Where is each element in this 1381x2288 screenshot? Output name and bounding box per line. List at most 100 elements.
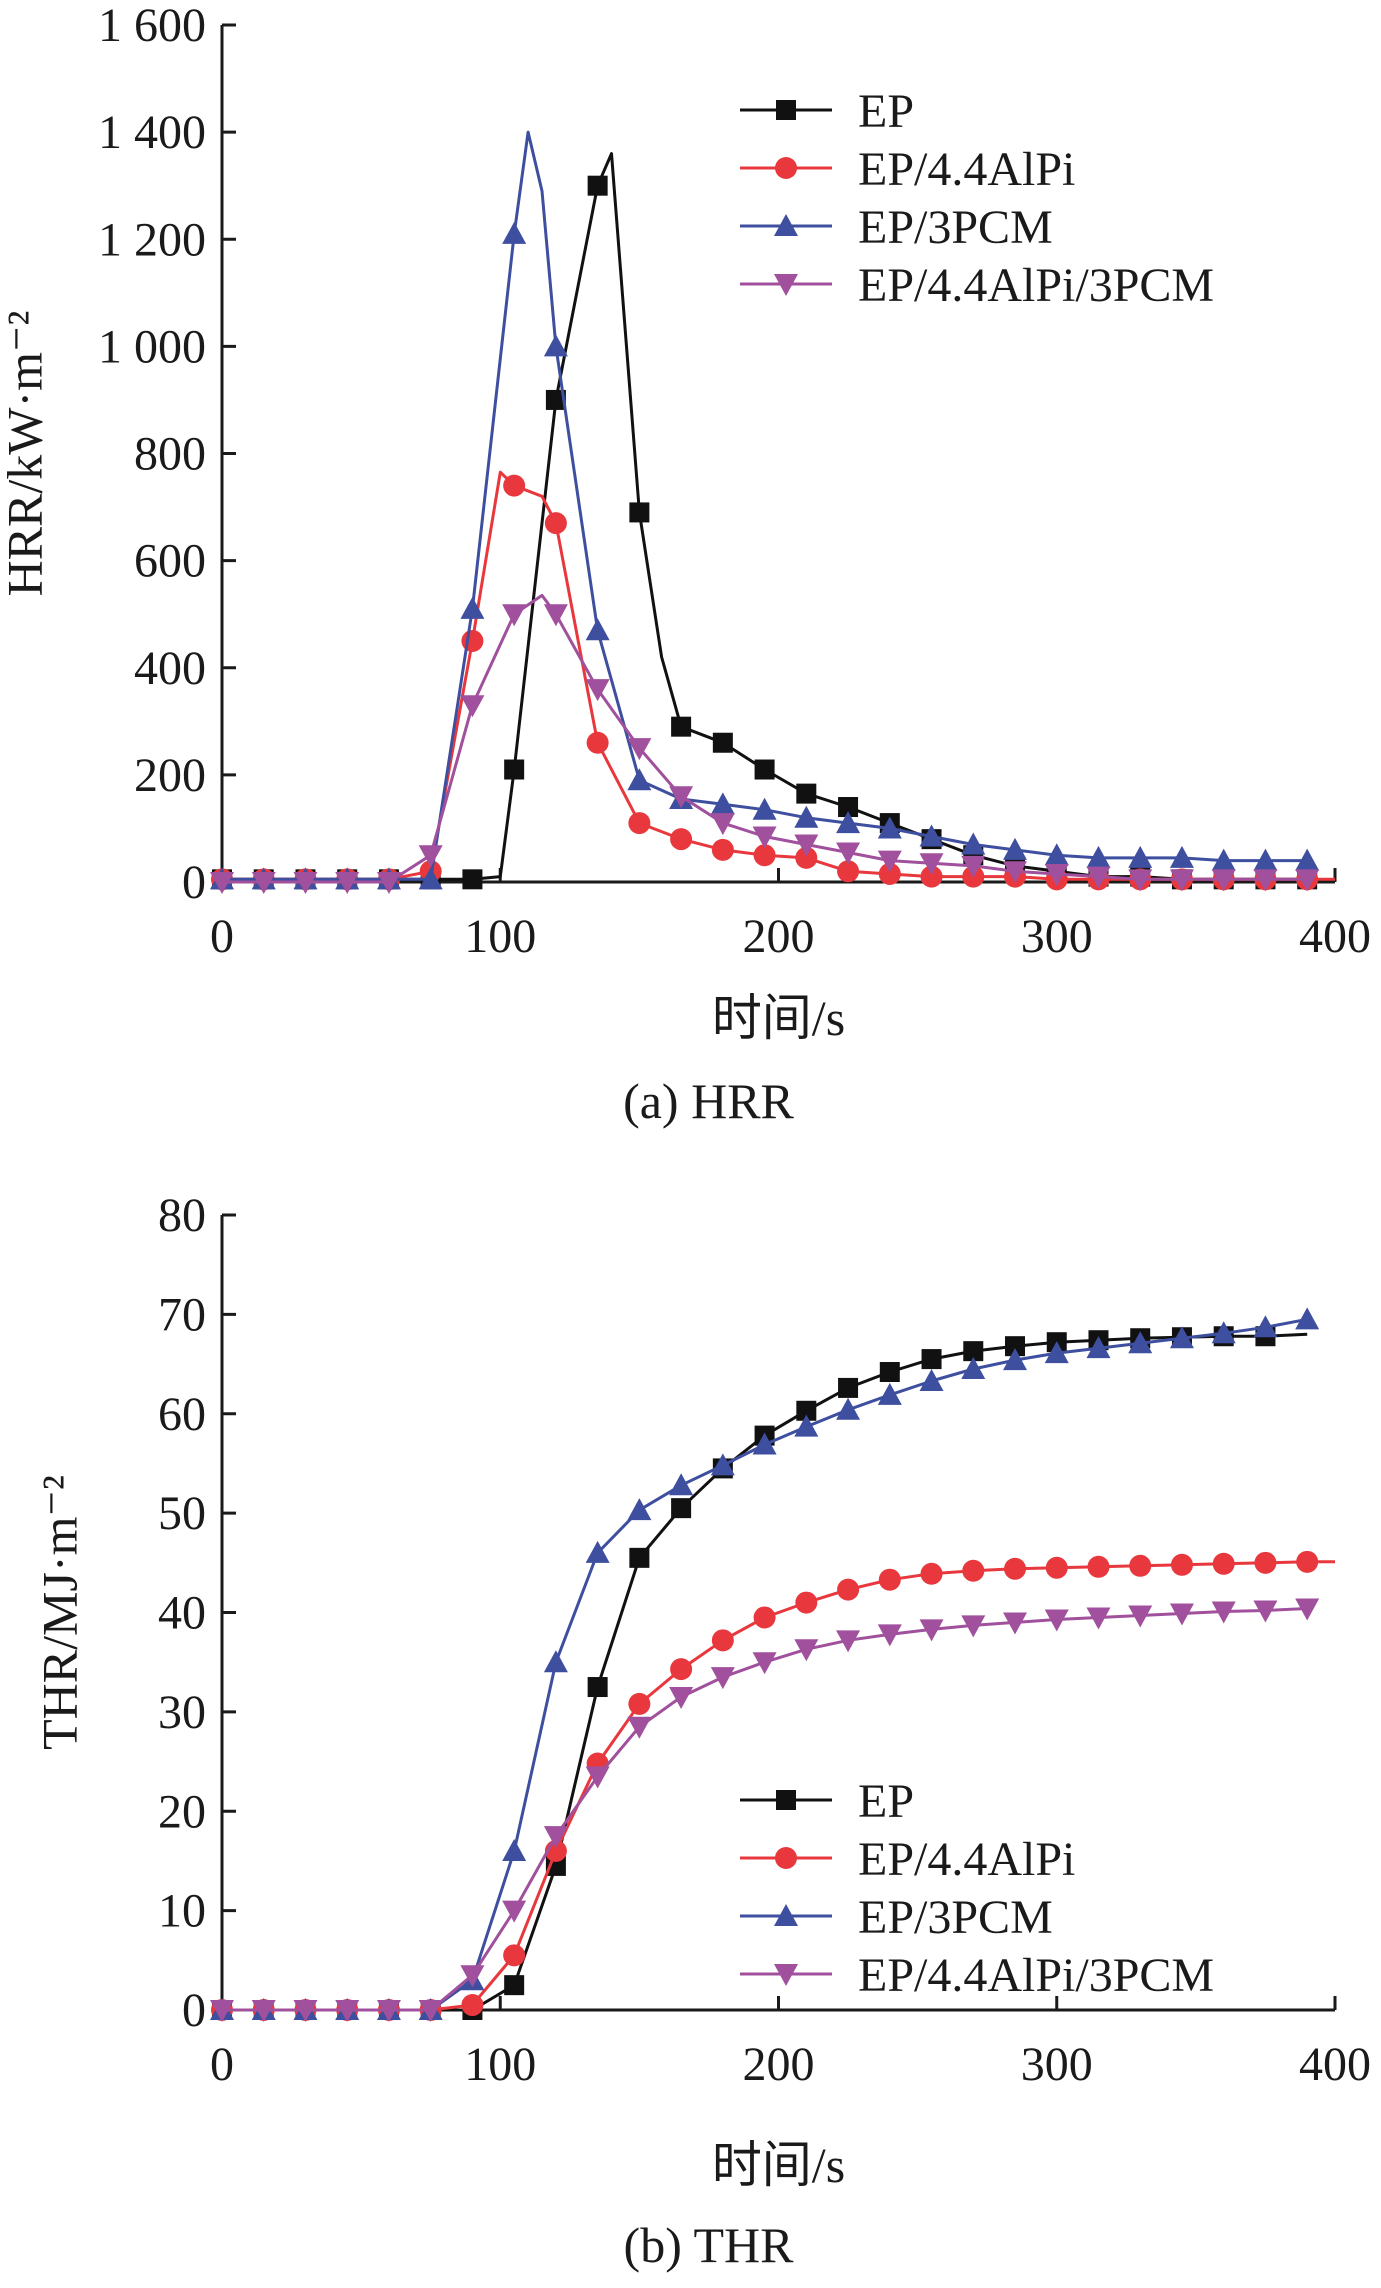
- data-point: [418, 867, 443, 890]
- data-point: [1296, 1550, 1319, 1573]
- data-point: [752, 1432, 777, 1455]
- data-point: [919, 1619, 944, 1642]
- data-point: [962, 1559, 985, 1582]
- legend-marker: [774, 214, 798, 236]
- data-point: [1254, 1551, 1277, 1574]
- data-point: [1005, 1336, 1026, 1357]
- data-point: [794, 805, 819, 828]
- y-tick-label: 800: [134, 428, 206, 481]
- data-point: [837, 860, 860, 883]
- data-point: [1211, 848, 1236, 871]
- x-tick-label: 300: [1021, 910, 1093, 963]
- data-point: [627, 1716, 652, 1739]
- data-point: [796, 783, 817, 804]
- data-point: [1295, 1598, 1320, 1621]
- y-tick-label: 30: [158, 1686, 206, 1739]
- y-tick-label: 10: [158, 1885, 206, 1938]
- data-point: [836, 1397, 861, 1420]
- x-tick-label: 200: [743, 910, 815, 963]
- data-point: [1044, 843, 1069, 866]
- y-tick-label: 400: [134, 642, 206, 695]
- data-point: [669, 1473, 694, 1496]
- data-point: [1086, 866, 1111, 889]
- data-point: [1044, 1609, 1069, 1632]
- data-point: [627, 738, 652, 761]
- data-point: [1003, 1348, 1028, 1371]
- data-point: [838, 797, 859, 818]
- legend-entry: EP/3PCM: [740, 1891, 1053, 1944]
- data-point: [919, 824, 944, 847]
- data-point: [1169, 845, 1194, 868]
- x-tick-label: 100: [464, 910, 536, 963]
- data-point: [710, 792, 735, 815]
- data-point: [711, 1629, 734, 1652]
- data-point: [921, 1349, 942, 1370]
- data-point: [460, 596, 485, 619]
- data-point: [1169, 869, 1194, 892]
- data-point: [1295, 848, 1320, 871]
- legend-entry: EP/4.4AlPi: [740, 143, 1075, 196]
- data-point: [335, 2000, 360, 2022]
- data-point: [1211, 869, 1236, 892]
- data-point: [1004, 1557, 1027, 1580]
- data-point: [502, 1839, 527, 1861]
- data-point: [878, 862, 901, 885]
- data-point: [1128, 869, 1153, 892]
- data-point: [1086, 1336, 1111, 1359]
- data-point: [503, 1944, 526, 1967]
- data-point: [877, 850, 902, 873]
- data-point: [1253, 1600, 1278, 1623]
- data-point: [1169, 1326, 1194, 1349]
- data-point: [752, 1652, 777, 1675]
- data-point: [795, 846, 818, 869]
- x-axis-title: 时间/s: [712, 2137, 845, 2193]
- series-line: [222, 593, 1308, 884]
- data-point: [877, 1624, 902, 1647]
- data-point: [961, 832, 986, 855]
- data-point: [210, 2000, 234, 2022]
- data-point: [503, 474, 526, 497]
- data-point: [961, 855, 986, 878]
- legend-entry: EP: [740, 85, 914, 138]
- data-point: [1128, 1331, 1153, 1354]
- legend-label: EP/4.4AlPi: [858, 143, 1075, 196]
- data-point: [586, 731, 609, 754]
- series-EP/4.4AlPi/3PCM: [210, 1598, 1320, 2022]
- legend-label: EP/4.4AlPi: [858, 1833, 1075, 1886]
- data-point: [878, 1568, 901, 1591]
- data-point: [669, 786, 694, 809]
- data-point: [1003, 1612, 1028, 1635]
- data-point: [585, 618, 610, 641]
- data-point: [585, 679, 610, 702]
- data-point: [418, 2000, 443, 2022]
- data-point: [963, 1341, 984, 1362]
- data-point: [795, 1591, 818, 1614]
- data-point: [753, 844, 776, 867]
- data-point: [543, 604, 568, 627]
- data-point: [671, 716, 692, 737]
- data-point: [628, 812, 651, 835]
- legend-marker: [776, 1790, 796, 1810]
- data-point: [1253, 869, 1278, 892]
- legend-marker: [775, 1847, 797, 1869]
- data-point: [293, 872, 318, 894]
- data-point: [710, 813, 735, 836]
- data-point: [1253, 848, 1278, 871]
- y-tick-label: 80: [158, 1189, 206, 1242]
- y-tick-label: 20: [158, 1785, 206, 1838]
- panel-caption: (a) HRR: [623, 1073, 794, 1129]
- data-point: [1212, 1552, 1235, 1575]
- data-point: [1211, 1321, 1236, 1344]
- x-tick-label: 0: [210, 2038, 234, 2091]
- y-axis-title: HRR/kW·m⁻²: [0, 311, 52, 597]
- legend-entry: EP: [740, 1775, 914, 1828]
- data-point: [629, 502, 650, 523]
- data-point: [670, 1658, 693, 1681]
- data-point: [543, 1650, 568, 1673]
- data-point: [877, 816, 902, 839]
- data-point: [752, 826, 777, 849]
- series-EP/4.4AlPi/3PCM: [210, 593, 1320, 894]
- x-tick-label: 300: [1021, 2038, 1093, 2091]
- data-point: [712, 732, 733, 753]
- data-point: [502, 604, 527, 627]
